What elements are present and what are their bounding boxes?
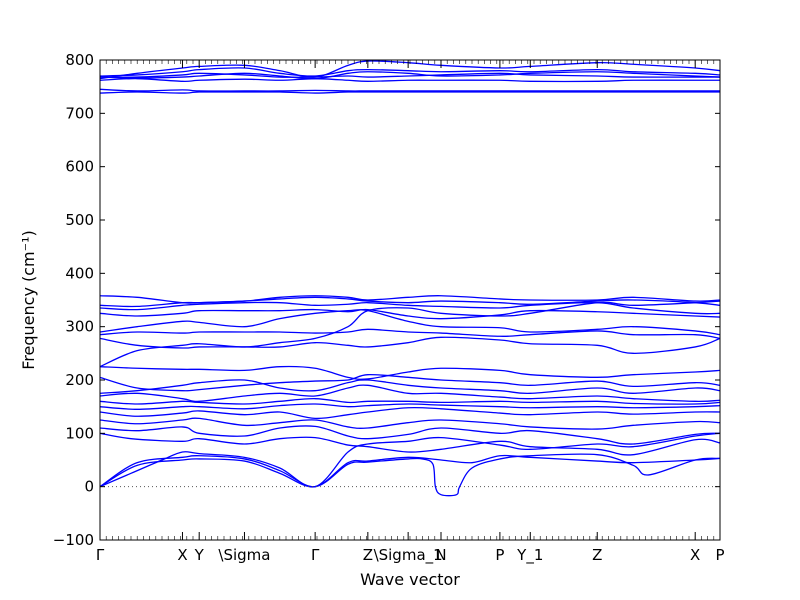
x-tick-label: \Sigma [218, 546, 270, 564]
band-line-13 [99, 365, 721, 380]
x-tick-label: N [435, 546, 446, 564]
band-line-26 [99, 67, 721, 77]
band-line-10 [99, 384, 721, 403]
y-tick-label: 700 [65, 104, 94, 122]
band-line-2 [99, 453, 721, 497]
band-line-21 [99, 295, 721, 304]
band-line-22 [99, 91, 720, 94]
y-tick-label: 0 [84, 478, 94, 496]
y-tick-label: 100 [65, 424, 94, 442]
y-tick-label: 500 [65, 211, 94, 229]
band-line-24 [99, 78, 720, 83]
x-tick-label: P [495, 546, 504, 564]
band-line-8 [99, 403, 721, 410]
x-tick-label: Γ [96, 546, 105, 564]
band-line-6 [99, 417, 721, 430]
x-tick-label: X [690, 546, 700, 564]
y-tick-label: 800 [65, 51, 94, 69]
y-tick-label: 200 [65, 371, 94, 389]
x-axis-ticks: Γ X Y \Sigma Γ Z \Sigma_1N P Y_1 Z X P [96, 60, 725, 565]
band-line-9 [99, 398, 721, 405]
x-tick-label: Z [592, 546, 602, 564]
band-line-16 [99, 328, 721, 340]
band-line-11 [99, 379, 721, 395]
band-line-28 [99, 71, 721, 80]
x-axis-title: Wave vector [360, 570, 460, 589]
x-tick-label: Y [194, 546, 205, 564]
y-tick-label: −100 [53, 531, 94, 549]
x-tick-label: Γ [311, 546, 320, 564]
band-line-19 [99, 301, 721, 315]
y-axis-title: Frequency (cm⁻¹) [19, 230, 38, 369]
band-line-1 [99, 454, 721, 488]
x-axis-minor-ticks [99, 60, 721, 540]
x-tick-label: \Sigma_1 [374, 546, 443, 565]
band-line-23 [99, 88, 720, 92]
x-tick-label: P [715, 546, 724, 564]
y-tick-label: 300 [65, 318, 94, 336]
y-tick-label: 400 [65, 264, 94, 282]
band-line-12 [99, 373, 721, 392]
band-line-17 [99, 309, 721, 336]
x-tick-label: Y_1 [516, 546, 543, 565]
band-line-7 [99, 406, 721, 420]
x-tick-label: Z [363, 546, 373, 564]
y-axis-ticks: −100 0 100 200 300 400 500 600 700 800 [53, 51, 720, 549]
band-curves [99, 60, 721, 497]
plot-frame [99, 59, 721, 541]
x-tick-label: X [177, 546, 187, 564]
band-line-5 [99, 425, 721, 445]
band-line-25 [99, 72, 721, 78]
y-tick-label: 600 [65, 158, 94, 176]
band-line-15 [99, 336, 721, 354]
band-line-18 [99, 308, 721, 320]
band-line-4 [99, 432, 721, 456]
